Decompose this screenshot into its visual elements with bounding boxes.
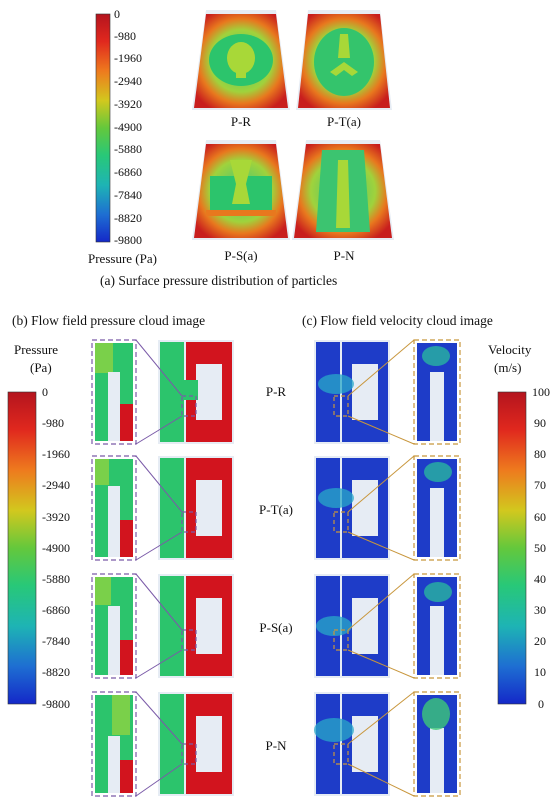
particle-p-t-a	[296, 10, 392, 110]
tick-c-8: 20	[534, 634, 546, 648]
tick-c-9: 10	[534, 665, 546, 679]
tick-c-2: 80	[534, 447, 546, 461]
tick-b-10: -9800	[42, 697, 70, 711]
tick-b-7: -6860	[42, 603, 70, 617]
tick-a-2: -1960	[114, 51, 142, 65]
tick-a-6: -5880	[114, 142, 142, 156]
particle-p-s-a	[192, 140, 290, 240]
colorbar-b-title: Pressure	[14, 342, 59, 357]
caption-c: (c) Flow field velocity cloud image	[302, 313, 493, 328]
label-a-p-r: P-R	[230, 114, 252, 129]
tick-c-10: 0	[538, 697, 544, 711]
tick-b-6: -5880	[42, 572, 70, 586]
tick-c-0: 100	[532, 385, 550, 399]
tick-b-9: -8820	[42, 665, 70, 679]
colorbar-b	[7, 391, 37, 705]
particle-p-r	[192, 10, 290, 110]
tick-c-7: 30	[534, 603, 546, 617]
tick-a-4: -3920	[114, 97, 142, 111]
colorbar-c-unit: (m/s)	[494, 360, 522, 375]
label-a-p-n: P-N	[333, 248, 355, 263]
pressure-row-p-s-a	[91, 573, 234, 679]
pressure-row-p-t-a	[91, 455, 234, 561]
tick-a-10: -9800	[114, 233, 142, 247]
caption-a: (a) Surface pressure distribution of par…	[100, 273, 338, 288]
velocity-row-p-r	[314, 339, 461, 445]
velocity-row-p-n	[314, 691, 461, 797]
tick-b-4: -3920	[42, 510, 70, 524]
tick-c-3: 70	[534, 478, 546, 492]
colorbar-c-title: Velocity	[488, 342, 532, 357]
pressure-row-p-n	[91, 691, 234, 797]
row-label-p-s-a: P-S(a)	[259, 620, 293, 635]
pressure-row-p-r	[91, 339, 234, 445]
tick-c-1: 90	[534, 416, 546, 430]
colorbar-b-unit: (Pa)	[30, 360, 52, 375]
tick-a-5: -4900	[114, 120, 142, 134]
tick-a-3: -2940	[114, 74, 142, 88]
label-a-p-t-a: P-T(a)	[327, 114, 361, 129]
row-label-p-t-a: P-T(a)	[259, 502, 293, 517]
label-a-p-s-a: P-S(a)	[224, 248, 258, 263]
colorbar-a	[95, 13, 111, 243]
tick-b-1: -980	[42, 416, 64, 430]
tick-a-7: -6860	[114, 165, 142, 179]
tick-b-5: -4900	[42, 541, 70, 555]
colorbar-a-title: Pressure (Pa)	[88, 251, 157, 266]
velocity-row-p-t-a	[314, 455, 461, 561]
tick-c-6: 40	[534, 572, 546, 586]
row-label-p-n: P-N	[265, 738, 287, 753]
particle-p-n	[292, 140, 394, 240]
tick-c-5: 50	[534, 541, 546, 555]
caption-b: (b) Flow field pressure cloud image	[12, 313, 206, 328]
row-label-p-r: P-R	[265, 384, 287, 399]
tick-a-1: -980	[114, 29, 136, 43]
colorbar-c	[497, 391, 527, 705]
tick-b-8: -7840	[42, 634, 70, 648]
tick-b-3: -2940	[42, 478, 70, 492]
tick-b-2: -1960	[42, 447, 70, 461]
tick-a-0: 0	[114, 7, 120, 21]
tick-a-8: -7840	[114, 188, 142, 202]
tick-a-9: -8820	[114, 211, 142, 225]
tick-c-4: 60	[534, 510, 546, 524]
tick-b-0: 0	[42, 385, 48, 399]
velocity-row-p-s-a	[314, 573, 461, 679]
